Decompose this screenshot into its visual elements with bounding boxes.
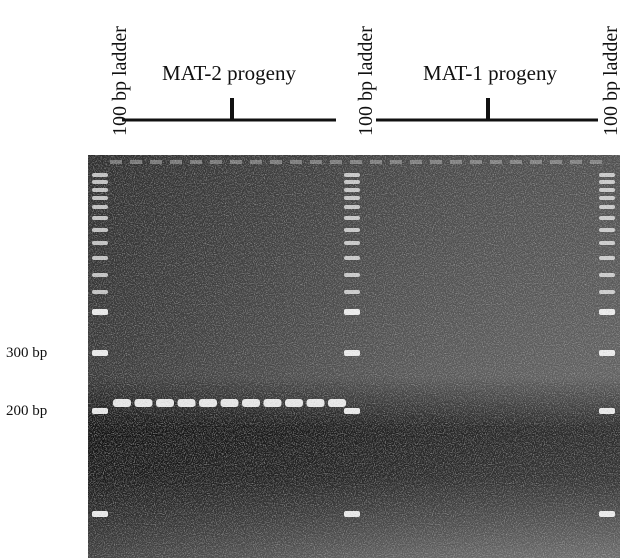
ladder-label: 100 bp ladder bbox=[109, 26, 131, 136]
ladder-band bbox=[344, 173, 360, 177]
well bbox=[210, 160, 222, 164]
ladder-band bbox=[344, 511, 360, 517]
ladder-band bbox=[92, 290, 108, 294]
ladder-band bbox=[344, 196, 360, 200]
well bbox=[150, 160, 162, 164]
well bbox=[170, 160, 182, 164]
ladder-band bbox=[599, 228, 615, 232]
group-label: MAT-1 progeny bbox=[423, 61, 557, 85]
pcr-band bbox=[263, 399, 282, 407]
ladder-band bbox=[92, 180, 108, 184]
ladder-band bbox=[344, 350, 360, 356]
ladder-band bbox=[344, 256, 360, 260]
ladder-band bbox=[344, 309, 360, 315]
size-marker: 200 bp bbox=[6, 403, 47, 419]
ladder-band bbox=[344, 290, 360, 294]
ladder-band bbox=[599, 408, 615, 414]
well bbox=[250, 160, 262, 164]
ladder-band bbox=[92, 408, 108, 414]
ladder-band bbox=[92, 241, 108, 245]
ladder-label: 100 bp ladder bbox=[355, 26, 377, 136]
ladder-band bbox=[92, 228, 108, 232]
ladder-band bbox=[344, 408, 360, 414]
ladder-band bbox=[92, 511, 108, 517]
ladder-band bbox=[92, 350, 108, 356]
ladder-band bbox=[599, 173, 615, 177]
well bbox=[410, 160, 422, 164]
ladder-band bbox=[344, 216, 360, 220]
gel-image bbox=[88, 155, 620, 558]
well bbox=[270, 160, 282, 164]
pcr-band bbox=[285, 399, 303, 407]
ladder-band bbox=[344, 188, 360, 192]
well bbox=[330, 160, 342, 164]
well bbox=[230, 160, 242, 164]
pcr-band bbox=[134, 399, 153, 407]
pcr-band bbox=[242, 399, 260, 407]
well bbox=[550, 160, 562, 164]
ladder-band bbox=[92, 196, 108, 200]
ladder-band bbox=[599, 273, 615, 277]
ladder-band bbox=[344, 273, 360, 277]
pcr-band bbox=[328, 399, 346, 407]
ladder-band bbox=[599, 196, 615, 200]
ladder-band bbox=[599, 309, 615, 315]
well bbox=[190, 160, 202, 164]
well bbox=[350, 160, 362, 164]
well bbox=[530, 160, 542, 164]
ladder-label: 100 bp ladder bbox=[600, 26, 620, 136]
group-label: MAT-2 progeny bbox=[162, 61, 296, 85]
well bbox=[290, 160, 302, 164]
ladder-band bbox=[599, 290, 615, 294]
ladder-band bbox=[344, 228, 360, 232]
ladder-band bbox=[92, 173, 108, 177]
ladder-band bbox=[599, 205, 615, 209]
well bbox=[510, 160, 522, 164]
ladder-band bbox=[599, 350, 615, 356]
ladder-band bbox=[92, 205, 108, 209]
ladder-band bbox=[599, 180, 615, 184]
pcr-band bbox=[177, 399, 196, 407]
ladder-band bbox=[599, 241, 615, 245]
ladder-band bbox=[92, 256, 108, 260]
ladder-band bbox=[599, 188, 615, 192]
well bbox=[470, 160, 482, 164]
well bbox=[490, 160, 502, 164]
well bbox=[390, 160, 402, 164]
ladder-band bbox=[344, 205, 360, 209]
ladder-band bbox=[92, 273, 108, 277]
ladder-band bbox=[599, 256, 615, 260]
pcr-band bbox=[220, 399, 239, 407]
well bbox=[570, 160, 582, 164]
ladder-band bbox=[599, 511, 615, 517]
gel-shade bbox=[88, 155, 620, 558]
group-brackets bbox=[122, 98, 598, 122]
ladder-band bbox=[344, 180, 360, 184]
well bbox=[450, 160, 462, 164]
well bbox=[430, 160, 442, 164]
well bbox=[110, 160, 122, 164]
ladder-band bbox=[344, 241, 360, 245]
ladder-band bbox=[92, 309, 108, 315]
well bbox=[310, 160, 322, 164]
well bbox=[590, 160, 602, 164]
well bbox=[370, 160, 382, 164]
ladder-band bbox=[92, 188, 108, 192]
ladder-band bbox=[92, 216, 108, 220]
size-marker: 300 bp bbox=[6, 345, 47, 361]
pcr-band bbox=[156, 399, 174, 407]
pcr-band bbox=[306, 399, 325, 407]
ladder-band bbox=[599, 216, 615, 220]
pcr-band bbox=[199, 399, 217, 407]
pcr-band bbox=[113, 399, 131, 407]
well bbox=[130, 160, 142, 164]
